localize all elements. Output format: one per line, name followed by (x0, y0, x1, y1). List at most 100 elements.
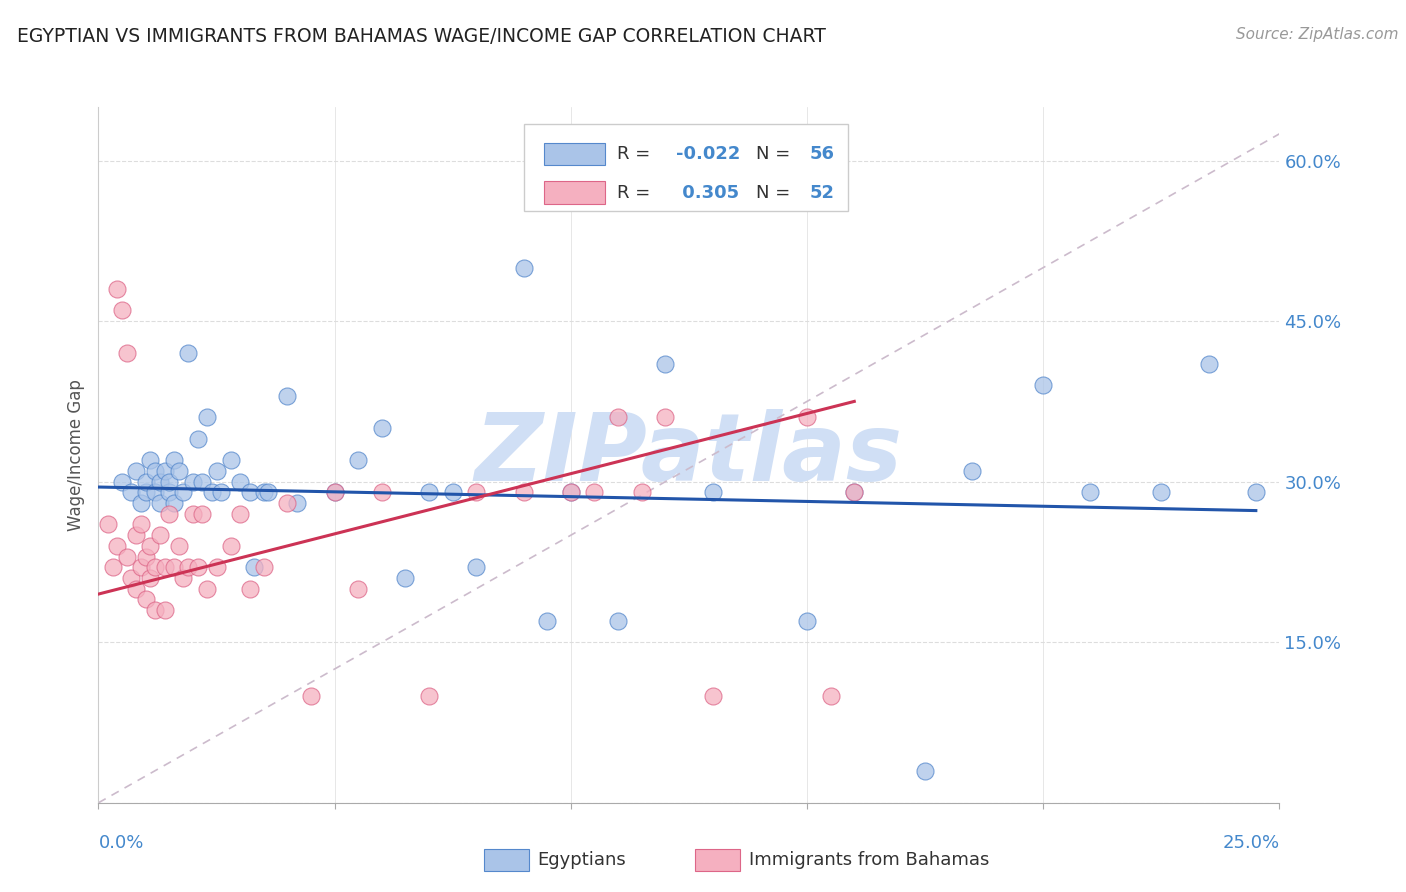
Point (143, 603, 166, 617)
Text: 0.305: 0.305 (676, 184, 740, 202)
Point (135, 475, 157, 489)
Point (149, 475, 172, 489)
Point (560, 485, 582, 500)
Point (253, 560, 276, 574)
Point (191, 507, 214, 521)
Point (125, 464, 148, 478)
Point (323, 485, 346, 500)
Text: R =: R = (617, 145, 655, 163)
Point (465, 560, 488, 574)
Point (512, 485, 534, 500)
Point (796, 410, 818, 425)
Point (1198, 357, 1220, 371)
Point (143, 560, 166, 574)
Point (394, 571, 416, 585)
Point (1032, 378, 1054, 392)
Point (177, 346, 200, 360)
Point (153, 560, 176, 574)
Point (153, 603, 176, 617)
Point (157, 485, 180, 500)
Point (163, 453, 186, 467)
Point (125, 528, 148, 542)
Point (441, 485, 464, 500)
Point (299, 689, 322, 703)
Point (111, 303, 134, 318)
Point (125, 582, 148, 596)
Point (536, 614, 558, 628)
Point (105, 539, 128, 553)
Text: 0.0%: 0.0% (98, 834, 143, 852)
FancyBboxPatch shape (544, 181, 605, 203)
Point (181, 507, 204, 521)
Point (139, 571, 162, 585)
Point (962, 464, 984, 478)
Point (820, 689, 842, 703)
Point (1080, 485, 1102, 500)
Point (607, 410, 630, 425)
Point (239, 582, 262, 596)
Text: ZIPatlas: ZIPatlas (475, 409, 903, 501)
Point (195, 410, 218, 425)
Point (630, 485, 652, 500)
Point (135, 592, 157, 607)
Point (143, 485, 166, 500)
Point (157, 475, 180, 489)
Text: -0.022: -0.022 (676, 145, 741, 163)
FancyBboxPatch shape (523, 124, 848, 211)
Point (229, 507, 252, 521)
Point (129, 517, 152, 532)
Point (115, 346, 138, 360)
Point (654, 357, 676, 371)
Point (195, 582, 218, 596)
Point (796, 614, 818, 628)
Point (512, 260, 534, 275)
Point (111, 475, 134, 489)
Text: Immigrants from Bahamas: Immigrants from Bahamas (749, 851, 990, 869)
Point (201, 485, 224, 500)
Text: 52: 52 (810, 184, 834, 202)
Point (253, 485, 276, 500)
Point (105, 282, 128, 296)
Point (276, 496, 298, 510)
Text: Source: ZipAtlas.com: Source: ZipAtlas.com (1236, 27, 1399, 42)
Point (115, 549, 138, 564)
Point (129, 560, 152, 574)
Point (205, 464, 228, 478)
Text: EGYPTIAN VS IMMIGRANTS FROM BAHAMAS WAGE/INCOME GAP CORRELATION CHART: EGYPTIAN VS IMMIGRANTS FROM BAHAMAS WAGE… (17, 27, 825, 45)
Point (702, 689, 724, 703)
Text: 56: 56 (810, 145, 834, 163)
Text: Egyptians: Egyptians (537, 851, 626, 869)
Point (323, 485, 346, 500)
Text: N =: N = (756, 184, 796, 202)
Point (465, 485, 488, 500)
Point (654, 410, 676, 425)
Point (101, 560, 124, 574)
Point (239, 485, 262, 500)
Y-axis label: Wage/Income Gap: Wage/Income Gap (67, 379, 86, 531)
Point (139, 539, 162, 553)
Point (347, 582, 370, 596)
Point (844, 485, 866, 500)
Point (97, 517, 120, 532)
Text: N =: N = (756, 145, 796, 163)
Point (163, 560, 186, 574)
Point (560, 485, 582, 500)
Point (172, 571, 194, 585)
Point (418, 689, 440, 703)
Point (844, 485, 866, 500)
Text: 25.0%: 25.0% (1222, 834, 1279, 852)
Point (219, 453, 242, 467)
Point (1244, 485, 1267, 500)
Point (157, 507, 180, 521)
Point (229, 475, 252, 489)
Point (187, 560, 209, 574)
Point (121, 485, 143, 500)
Point (219, 539, 242, 553)
Point (177, 560, 200, 574)
Point (149, 496, 172, 510)
Point (583, 485, 606, 500)
Point (135, 485, 157, 500)
Point (418, 485, 440, 500)
Point (205, 560, 228, 574)
Text: R =: R = (617, 184, 655, 202)
